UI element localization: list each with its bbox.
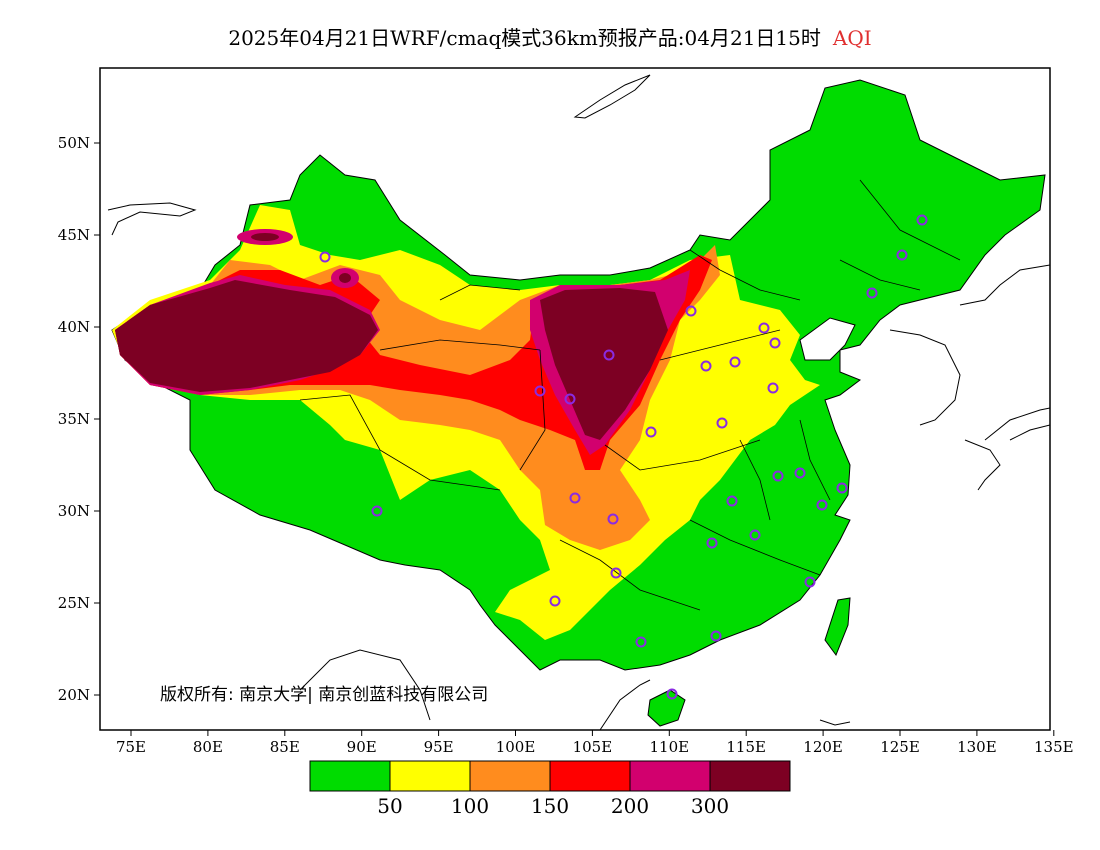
legend-label: 150 [531,794,569,818]
y-tick-label: 40N [58,318,90,336]
map-content [107,74,1050,730]
station-marker [607,513,619,525]
y-tick-label: 45N [58,226,90,244]
x-tick-label: 80E [193,738,223,756]
station-marker [769,337,781,349]
station-marker [603,349,615,361]
x-tick-label: 100E [496,738,536,756]
station-marker [772,470,784,482]
station-marker [569,492,581,504]
x-tick-label: 75E [116,738,146,756]
station-marker [706,537,718,549]
legend-swatch [309,760,391,792]
station-marker [758,322,770,334]
station-marker [564,393,576,405]
station-marker [866,287,878,299]
neighbor-coastlines [107,74,1050,730]
station-marker [816,499,828,511]
x-tick-label: 135E [1034,738,1074,756]
legend-label: 50 [377,794,402,818]
station-marker [916,214,928,226]
station-marker [896,249,908,261]
station-marker [836,482,848,494]
station-marker [371,505,383,517]
island-taiwan [824,597,851,657]
station-marker [729,356,741,368]
region-hazardous [115,280,668,440]
x-tick-label: 130E [957,738,997,756]
y-axis: 50N 45N 40N 35N 30N 25N 20N [58,134,100,704]
legend-label: 200 [611,794,649,818]
legend-swatch [469,760,551,792]
station-marker [645,426,657,438]
station-marker [767,382,779,394]
station-marker [610,567,622,579]
station-marker [666,688,678,700]
copyright-text: 版权所有: 南京大学| 南京创蓝科技有限公司 [160,685,489,705]
y-tick-label: 35N [58,410,90,428]
station-markers [319,214,928,700]
y-tick-label: 25N [58,594,90,612]
bohai-sea [799,317,856,361]
station-marker [549,595,561,607]
legend-swatch [549,760,631,792]
x-tick-label: 120E [803,738,843,756]
station-marker [710,630,722,642]
x-tick-label: 110E [650,738,690,756]
station-marker [635,636,647,648]
map-frame [99,67,1051,731]
station-marker [749,529,761,541]
map-title: 2025年04月21日WRF/cmaq模式36km预报产品:04月21日15时 A… [0,22,1100,51]
station-marker [700,360,712,372]
station-marker [534,385,546,397]
station-marker [804,576,816,588]
x-tick-label: 90E [347,738,377,756]
province-boundaries [299,179,961,611]
x-tick-label: 85E [270,738,300,756]
legend-swatch [709,760,791,792]
title-variable: AQI [832,26,872,50]
station-marker [319,251,331,263]
color-legend: 50 100 150 200 300 [309,760,791,818]
station-marker [726,495,738,507]
x-axis: 75E 80E 85E 90E 95E 100E 105E 110E 115E 120E 125E 1… [116,730,1074,756]
x-tick-label: 125E [880,738,920,756]
title-main: 2025年04月21日WRF/cmaq模式36km预报产品:04月21日15时 [228,26,821,50]
legend-label: 300 [691,794,729,818]
y-tick-label: 30N [58,502,90,520]
x-tick-label: 95E [424,738,454,756]
legend-swatch [629,760,711,792]
hotspot-2-core [339,273,351,283]
x-tick-label: 105E [573,738,613,756]
station-marker [685,305,697,317]
station-marker [794,467,806,479]
y-tick-label: 50N [58,134,90,152]
y-tick-label: 20N [58,686,90,704]
hotspot-1-core [251,233,279,241]
legend-swatch [389,760,471,792]
x-tick-label: 115E [726,738,766,756]
legend-label: 100 [451,794,489,818]
station-marker [716,417,728,429]
